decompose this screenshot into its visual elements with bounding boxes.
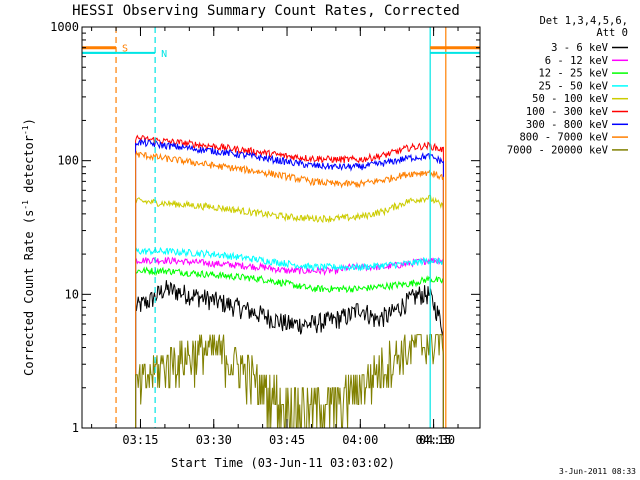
series-line-3: [135, 266, 444, 428]
y-axis-label-text: Corrected Count Rate (s-1 detector-1): [21, 118, 36, 376]
legend-entry-label: 6 - 12 keV: [545, 55, 609, 67]
x-tick-label: 03:45: [269, 433, 305, 447]
y-tick-label: 1: [72, 421, 79, 435]
series-line-8: [135, 150, 444, 428]
x-axis-label: Start Time (03-Jun-11 03:03:02): [171, 456, 395, 470]
x-tick-label: 04:15: [416, 433, 452, 447]
legend-header-line: Att 0: [596, 27, 628, 39]
flag-n-label: N: [161, 49, 167, 60]
chart-title: HESSI Observing Summary Count Rates, Cor…: [72, 3, 460, 19]
legend-entry-label: 100 - 300 keV: [526, 106, 609, 118]
x-tick-label-last: 04:30: [419, 433, 455, 447]
legend-header-line: Det 1,3,4,5,6,: [539, 15, 628, 27]
legend-entry-label: 25 - 50 keV: [538, 80, 608, 92]
x-tick-label: 04:00: [342, 433, 378, 447]
x-tick-label: 03:30: [196, 433, 232, 447]
x-tick-label: 03:15: [122, 433, 158, 447]
y-tick-label: 1000: [50, 20, 79, 34]
legend-entry-label: 300 - 800 keV: [526, 119, 609, 131]
legend-entry-label: 50 - 100 keV: [532, 93, 609, 105]
series-line-4: [135, 246, 444, 428]
series-line-9: [135, 334, 444, 429]
series-line-6: [135, 134, 444, 428]
legend-entry-label: 7000 - 20000 keV: [507, 144, 609, 156]
y-axis-label: Corrected Count Rate (s-1 detector-1): [21, 118, 36, 376]
flag-s-label: S: [122, 44, 128, 55]
date-stamp: 3-Jun-2011 08:33: [559, 467, 636, 476]
series-line-7: [135, 137, 444, 428]
legend-entry-label: 3 - 6 keV: [551, 42, 609, 54]
series-line-1: [135, 280, 444, 428]
y-tick-label: 100: [57, 154, 79, 168]
series-line-5: [135, 194, 444, 428]
plot-frame: [81, 26, 481, 429]
y-tick-label: 10: [65, 287, 79, 301]
series-layer: [135, 134, 444, 429]
legend-entry-label: 800 - 7000 keV: [519, 132, 608, 144]
legend-entry-label: 12 - 25 keV: [538, 68, 608, 80]
